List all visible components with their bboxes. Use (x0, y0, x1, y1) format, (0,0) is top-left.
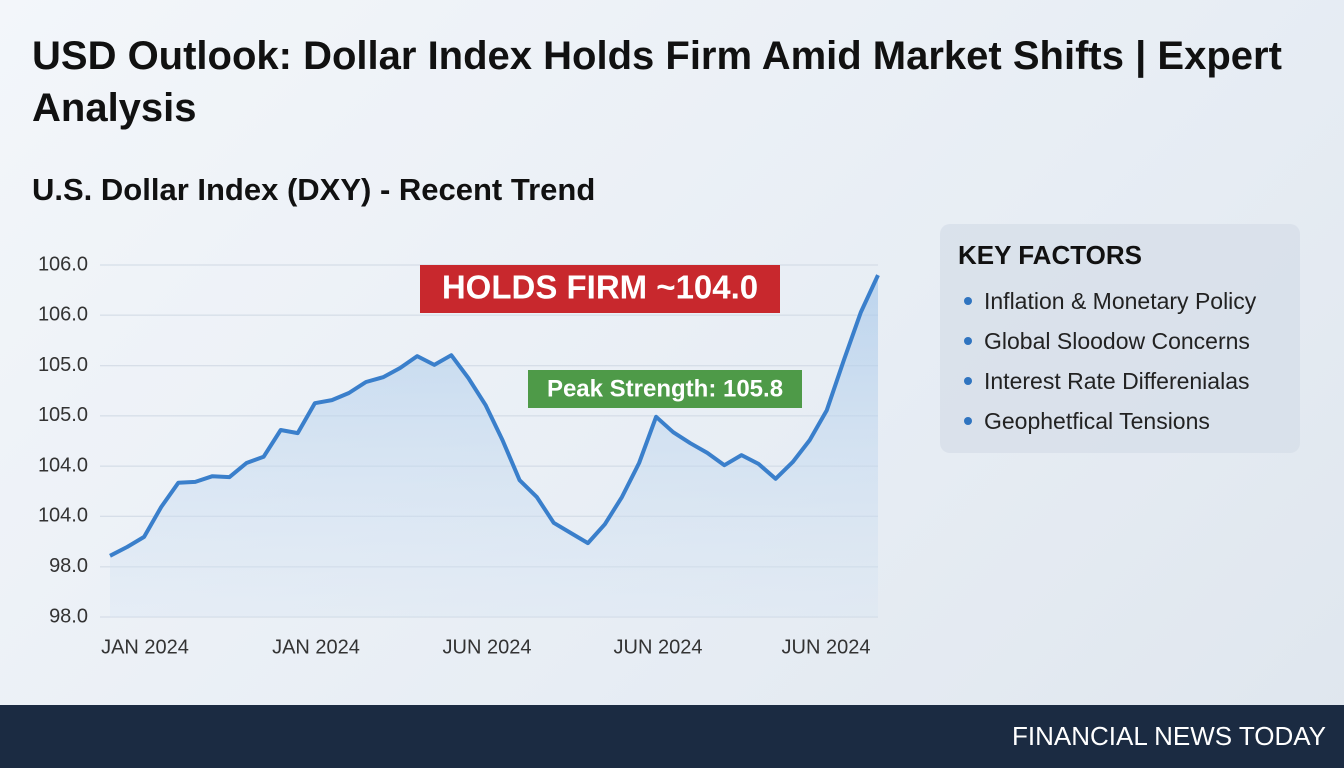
y-tick-label: 105.0 (38, 354, 88, 376)
y-tick-label: 106.0 (38, 303, 88, 325)
x-tick-label: JUN 2024 (782, 636, 871, 658)
panel-title: KEY FACTORS (958, 240, 1142, 270)
factor-item: Interest Rate Differenialas (958, 361, 1282, 401)
footer-text: FINANCIAL NEWS TODAY (1012, 721, 1326, 751)
headline: USD Outlook: Dollar Index Holds Firm Ami… (32, 34, 1282, 130)
y-tick-label: 105.0 (38, 404, 88, 426)
factor-list: Inflation & Monetary Policy Global Sloodo… (958, 281, 1282, 441)
chart: 98.0 98.0 104.0 104.0 105.0 105.0 106.0 106.0 JA… (38, 253, 880, 658)
y-tick-label: 104.0 (38, 505, 88, 527)
area (110, 275, 878, 617)
y-tick-label: 106.0 (38, 253, 88, 275)
x-tick-label: JUN 2024 (443, 636, 532, 658)
factor-item: Geophetfical Tensions (958, 401, 1282, 441)
y-tick-label: 98.0 (49, 605, 88, 627)
y-tick-label: 104.0 (38, 454, 88, 476)
annotation-box (528, 370, 802, 408)
line (109, 274, 880, 558)
x-tick-label: JAN 2024 (101, 636, 189, 658)
factor-item: Inflation & Monetary Policy (958, 281, 1282, 321)
chart-subtitle: U.S. Dollar Index (DXY) - Recent Trend (32, 172, 596, 207)
key-factors-panel: KEY FACTORS Inflation & Monetary Policy G… (940, 224, 1300, 453)
footer: FINANCIAL NEWS TODAY (0, 705, 1344, 768)
y-tick-label: 98.0 (49, 555, 88, 577)
annotation: HOLDS FIRM ~104.0 (442, 269, 758, 306)
x-tick-label: JUN 2024 (614, 636, 703, 658)
annotation: Peak Strength: 105.8 (547, 375, 783, 402)
x-tick-label: JAN 2024 (272, 636, 360, 658)
factor-item: Global Sloodow Concerns (958, 321, 1282, 361)
annotation-box (420, 265, 780, 313)
